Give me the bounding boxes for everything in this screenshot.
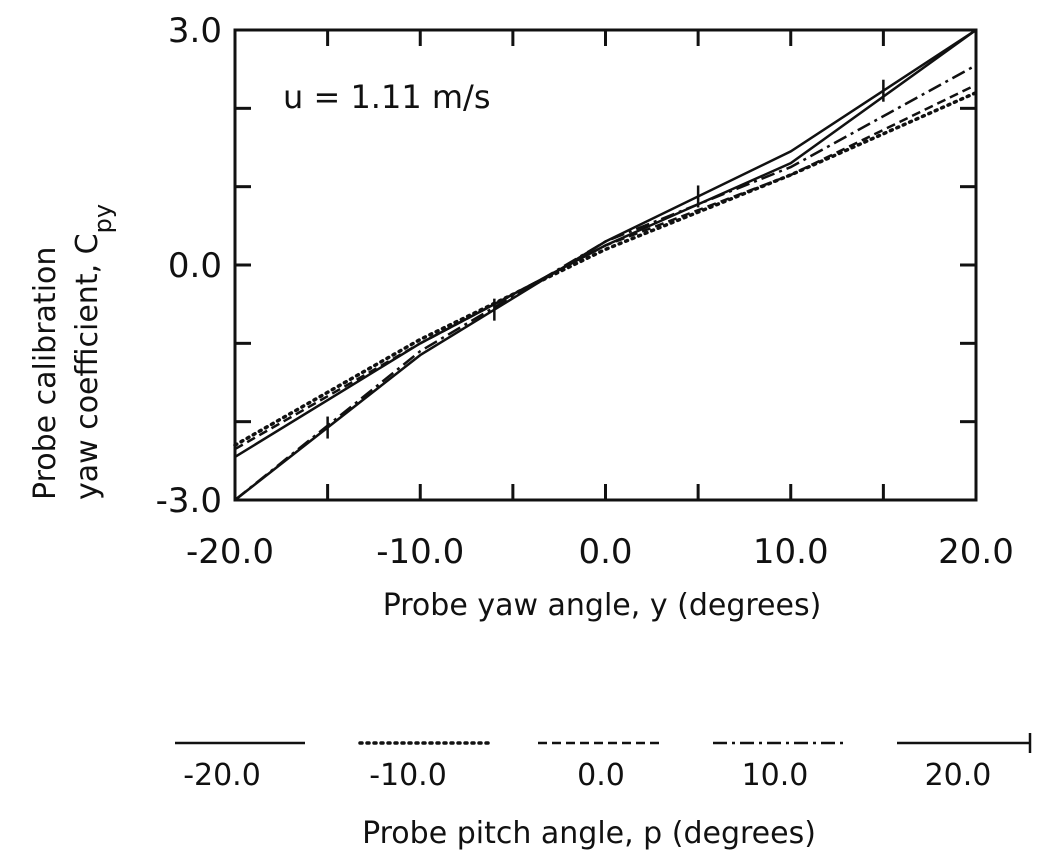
y-axis-title-main: yaw coefficient, C (70, 233, 105, 500)
y-tick-label: 3.0 (168, 11, 222, 51)
x-tick-label: 0.0 (578, 532, 632, 572)
series-layer (233, 28, 978, 501)
y-axis-title-line1: Probe calibration (28, 247, 63, 500)
legend-label-3: 10.0 (742, 758, 809, 793)
legend-label-2: 0.0 (577, 758, 625, 793)
x-tick-label: -10.0 (376, 532, 464, 572)
y-axis-title-line2: yaw coefficient, Cpy (70, 204, 117, 500)
series-line-4 (234, 28, 977, 501)
legend: -20.0 -10.0 0.0 10.0 20.0 (175, 733, 1032, 793)
y-tick-label: -3.0 (156, 481, 222, 521)
legend-label-1: -10.0 (369, 758, 447, 793)
y-tick-label: 0.0 (168, 246, 222, 286)
legend-title: Probe pitch angle, p (degrees) (362, 816, 816, 851)
series-line-3 (234, 64, 977, 501)
series-line-1 (233, 90, 978, 447)
labels-layer: -20.0 -10.0 0.0 10.0 20.0 -3.0 0.0 3.0 (156, 11, 1014, 572)
x-axis-title: Probe yaw angle, y (degrees) (383, 588, 822, 623)
legend-label-0: -20.0 (183, 758, 261, 793)
legend-label-4: 20.0 (925, 758, 992, 793)
annotation-label: u = 1.11 m/s (283, 78, 490, 116)
ticks-layer (233, 28, 978, 502)
x-tick-label: -20.0 (186, 532, 274, 572)
series-line-2 (234, 83, 977, 451)
x-tick-label: 10.0 (753, 532, 829, 572)
plot-area (233, 28, 978, 502)
y-axis-title-subscript: py (89, 204, 117, 233)
x-tick-label: 20.0 (938, 532, 1014, 572)
